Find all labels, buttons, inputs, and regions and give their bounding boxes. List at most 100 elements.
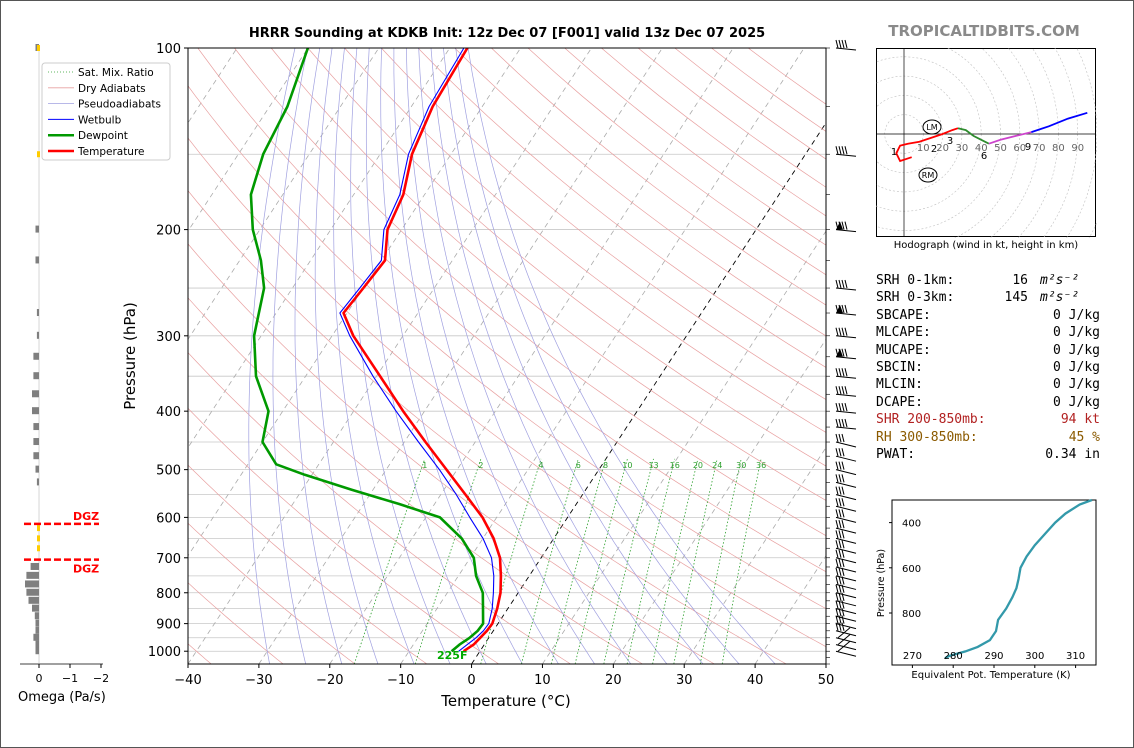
x-tick-label: −20 [316, 673, 343, 688]
wind-barb-feather [838, 279, 842, 289]
wind-barb-feather [838, 433, 842, 443]
omega-bar [30, 562, 39, 570]
wind-barb-feather [835, 146, 839, 155]
stat-label: SBCIN: [876, 360, 923, 376]
omega-bar [32, 604, 39, 612]
omega-bar-dgz [37, 45, 40, 51]
wind-barb [835, 287, 857, 291]
pseudoadiabat [443, 48, 704, 664]
wind-barb-feather [841, 474, 845, 483]
mixing-ratio-line [550, 458, 606, 664]
wind-barb-feather [844, 386, 848, 395]
omega-bar [34, 612, 39, 620]
mixing-ratio-line [699, 458, 742, 664]
dry-adiabat [188, 522, 356, 664]
wind-barb-feather [844, 368, 848, 377]
wind-barb [835, 375, 857, 379]
x-tick-label: 50 [818, 673, 835, 688]
site-watermark: TROPICALTIDBITS.COM [888, 22, 1080, 40]
wind-barb-feather [841, 221, 845, 230]
dry-adiabat [188, 190, 787, 664]
stat-row: SBCIN: 0 J/kg [876, 359, 1100, 376]
wind-barb-feather [841, 39, 845, 49]
dry-adiabat [188, 582, 284, 664]
wind-barb-feather [835, 403, 839, 412]
dry-adiabat [188, 407, 499, 664]
wind-barb-feather [838, 584, 842, 593]
storm-motion-marker [918, 167, 938, 183]
wind-barb-feather [838, 509, 842, 518]
wind-barb-feather [835, 348, 839, 357]
wind-barb [835, 153, 857, 157]
hodograph-trace [957, 127, 990, 145]
wind-barb-feather [838, 474, 842, 483]
wind-barb-feather [844, 221, 848, 230]
omega-bar [33, 452, 39, 460]
wind-barb [835, 650, 857, 657]
wind-barb-feather [841, 368, 845, 377]
stat-label: RH 300-850mb: [876, 429, 978, 445]
hodograph-height-label: 3 [947, 136, 953, 147]
storm-motion-label: LM [926, 123, 937, 132]
wind-barb-feather [838, 549, 842, 558]
wind-barb-feather [841, 549, 845, 558]
hodograph-ring-label: 90 [1071, 143, 1084, 154]
x-tick-label: 0 [467, 673, 475, 688]
theta-e-x-tick-label: 310 [1066, 651, 1085, 662]
wind-barb [835, 547, 857, 554]
wind-barb-feather [841, 327, 845, 336]
stat-label: MLCAPE: [876, 325, 931, 341]
hodograph-ring-label: 60 [1013, 143, 1026, 154]
wind-barb-feather [841, 608, 845, 617]
stat-value: 145 [1004, 290, 1028, 306]
omega-bar [32, 390, 39, 398]
dewpoint-line [249, 48, 485, 653]
pseudoadiabat [405, 48, 595, 664]
dry-adiabat [188, 137, 826, 648]
wind-barb-feather [835, 558, 839, 568]
wind-barb [835, 557, 857, 564]
legend-label: Temperature [77, 146, 145, 158]
wind-barb-feather [837, 627, 851, 639]
stat-label: SRH 0-3km: [876, 290, 955, 306]
mixing-ratio-label: 8 [603, 461, 608, 470]
hodograph-trace [1031, 111, 1088, 133]
dgz-label: DGZ [73, 510, 99, 523]
omega-bar [33, 352, 39, 360]
pseudoadiabat [393, 48, 559, 664]
wind-barb [835, 229, 857, 233]
legend-label: Sat. Mix. Ratio [78, 67, 154, 79]
wind-barb-feather [835, 540, 839, 549]
isotherm [258, 48, 663, 664]
y-tick-label: 400 [156, 405, 181, 420]
hodograph-trace [895, 127, 959, 163]
wind-barb-feather [835, 279, 839, 289]
dry-adiabat [307, 48, 826, 467]
wind-barb-feather [835, 600, 839, 609]
wind-barb-feather [838, 498, 842, 507]
hodograph-ring-label: 10 [917, 143, 930, 154]
theta-e-x-tick-label: 270 [903, 651, 922, 662]
x-tick-label: −40 [174, 673, 201, 688]
omega-tick-label: −2 [93, 672, 109, 685]
stat-row: SBCAPE: 0 J/kg [876, 307, 1100, 324]
hodograph: 10 20 30 40 50 60 70 80 90 LM RM 1 23 6 9 [876, 48, 1097, 238]
wind-barb-feather [835, 327, 839, 336]
pseudoadiabat [430, 48, 668, 664]
wind-barb-feather [841, 486, 845, 495]
x-tick-label: −10 [387, 673, 414, 688]
omega-bar [26, 588, 39, 596]
wind-barb-feather [835, 368, 839, 377]
wind-barb-feather [844, 39, 848, 49]
y-tick-label: 300 [156, 330, 181, 345]
mixing-ratio-line [414, 458, 482, 664]
mixing-ratio-line [721, 458, 762, 664]
mixing-ratio-label: 16 [670, 461, 680, 470]
stat-unit: m²s⁻² [1040, 290, 1080, 306]
wind-barb-feather [835, 304, 839, 314]
isotherm [0, 48, 24, 664]
stat-value: 0 J/kg [1053, 325, 1100, 341]
wind-barb [835, 637, 857, 644]
omega-bar [35, 256, 39, 264]
mixing-ratio-line [521, 458, 579, 664]
